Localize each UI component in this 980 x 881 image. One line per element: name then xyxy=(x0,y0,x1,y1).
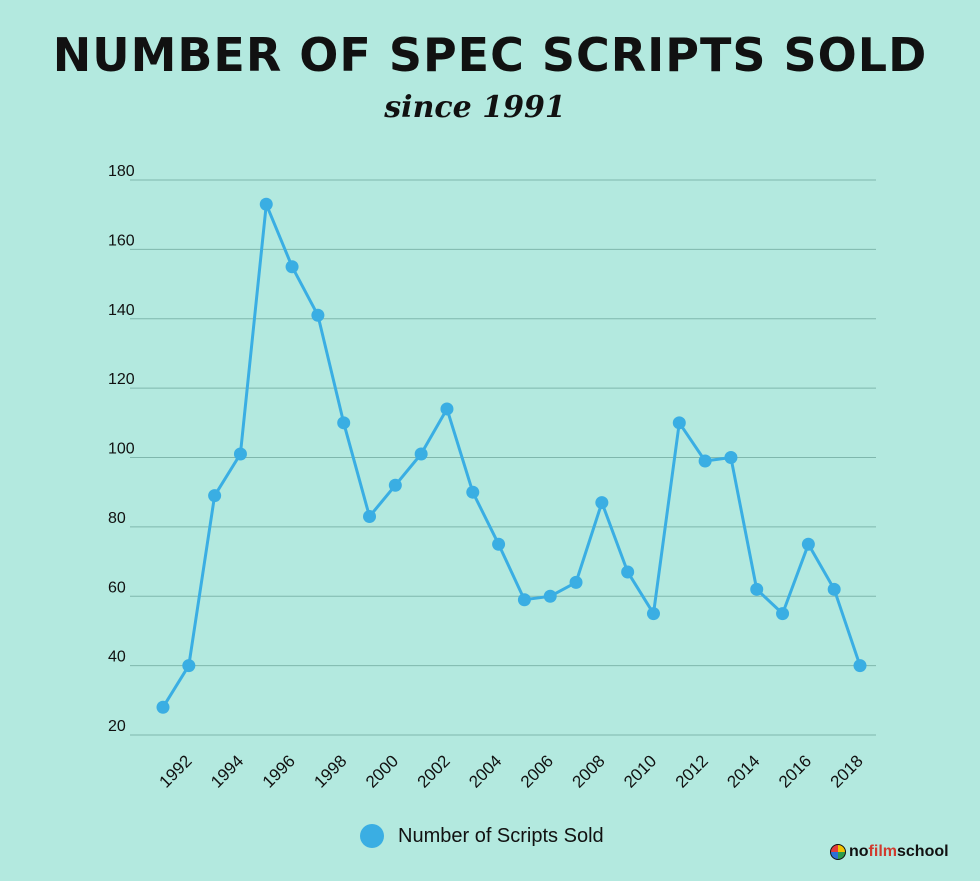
nofilmschool-logo: no film school xyxy=(830,843,949,861)
data-point-1993 xyxy=(208,489,222,503)
y-tick-label-120: 120 xyxy=(108,371,135,388)
nofilmschool-logo-icon xyxy=(830,844,846,860)
data-point-2017 xyxy=(827,582,841,596)
chart-subtitle: since 1991 xyxy=(384,90,566,125)
y-axis-ticks: 20 40 60 80 100 120 140 160 180 xyxy=(108,163,135,735)
x-tick-label-1992: 1992 xyxy=(155,751,195,791)
y-tick-label-160: 160 xyxy=(108,232,135,249)
data-point-2015 xyxy=(776,607,790,621)
x-tick-label-2008: 2008 xyxy=(568,751,608,791)
x-tick-label-2004: 2004 xyxy=(465,751,505,791)
x-tick-label-2006: 2006 xyxy=(517,751,557,791)
x-tick-label-1996: 1996 xyxy=(259,751,299,791)
data-point-2012 xyxy=(698,454,712,468)
grid-lines xyxy=(130,179,876,736)
data-point-1999 xyxy=(363,509,377,523)
x-tick-label-1998: 1998 xyxy=(310,751,350,791)
data-point-2016 xyxy=(801,537,815,551)
logo-text-no: no xyxy=(849,843,869,860)
series-line xyxy=(161,202,862,709)
legend: Number of Scripts Sold xyxy=(360,824,604,848)
x-tick-label-2000: 2000 xyxy=(362,751,402,791)
y-tick-label-40: 40 xyxy=(108,649,126,666)
data-point-2008 xyxy=(595,496,609,510)
data-point-1992 xyxy=(182,659,196,673)
x-tick-label-2010: 2010 xyxy=(620,751,660,791)
data-point-2018 xyxy=(853,659,867,673)
data-point-2011 xyxy=(672,416,686,430)
x-tick-label-2014: 2014 xyxy=(723,751,763,791)
x-tick-label-2012: 2012 xyxy=(672,751,712,791)
y-tick-label-60: 60 xyxy=(108,579,126,596)
data-point-1996 xyxy=(285,260,299,274)
series-number-of-scripts-sold xyxy=(156,197,867,714)
y-tick-label-180: 180 xyxy=(108,163,135,180)
data-point-2001 xyxy=(414,447,428,461)
data-point-2007 xyxy=(569,575,583,589)
data-point-1994 xyxy=(233,447,247,461)
data-point-2000 xyxy=(388,478,402,492)
legend-marker xyxy=(360,824,384,848)
data-point-2002 xyxy=(440,402,454,416)
data-point-2006 xyxy=(543,589,557,603)
data-point-2014 xyxy=(750,582,764,596)
logo-text-film: film xyxy=(868,843,897,860)
y-tick-label-140: 140 xyxy=(108,302,135,319)
x-tick-label-1994: 1994 xyxy=(207,751,247,791)
logo-text-school: school xyxy=(897,843,949,860)
data-point-2009 xyxy=(621,565,635,579)
y-tick-label-20: 20 xyxy=(108,718,126,735)
chart-title: NUMBER OF SPEC SCRIPTS SOLD xyxy=(52,28,928,82)
legend-label: Number of Scripts Sold xyxy=(398,824,604,847)
x-tick-label-2016: 2016 xyxy=(775,751,815,791)
y-tick-label-100: 100 xyxy=(108,441,135,458)
data-point-2003 xyxy=(466,485,480,499)
data-point-1998 xyxy=(337,416,351,430)
x-tick-label-2018: 2018 xyxy=(827,751,867,791)
data-point-2004 xyxy=(492,537,506,551)
data-point-1995 xyxy=(259,197,273,211)
data-point-2005 xyxy=(517,593,531,607)
data-point-2010 xyxy=(646,607,660,621)
x-axis-ticks: 1992 1994 1996 1998 2000 2002 2004 2006 2008 2010… xyxy=(155,751,866,791)
data-point-1997 xyxy=(311,308,325,322)
y-tick-label-80: 80 xyxy=(108,510,126,527)
data-point-1991 xyxy=(156,700,170,714)
x-tick-label-2002: 2002 xyxy=(414,751,454,791)
data-point-2013 xyxy=(724,451,738,464)
